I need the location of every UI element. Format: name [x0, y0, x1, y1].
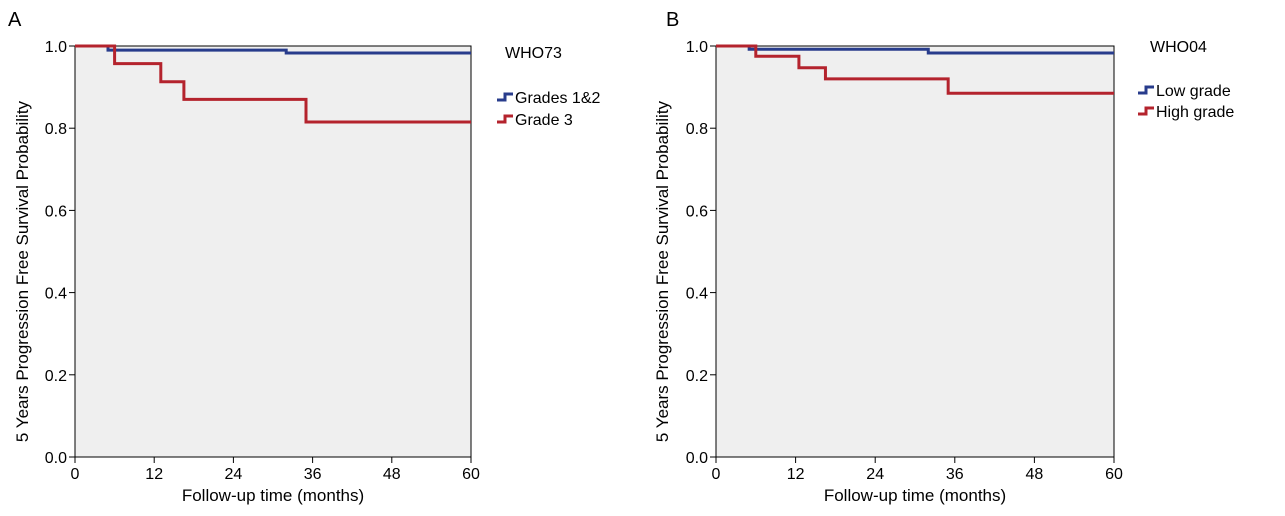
y-tick-label: 0.2	[45, 368, 67, 385]
y-tick-label: 1.0	[45, 39, 67, 56]
panel-label: B	[666, 9, 679, 31]
y-tick-label: 0.8	[45, 121, 67, 138]
x-tick-label: 48	[1026, 466, 1044, 483]
y-tick-label: 0.6	[45, 203, 67, 220]
legend-swatch	[1138, 106, 1154, 116]
panel-label: A	[8, 9, 22, 31]
y-tick-label: 0.6	[686, 203, 708, 220]
x-tick-label: 24	[866, 466, 884, 483]
x-tick-label: 48	[383, 466, 401, 483]
legend-swatch	[497, 92, 513, 102]
x-tick-label: 36	[946, 466, 964, 483]
legend-title: WHO73	[505, 45, 562, 62]
plot-area	[715, 45, 1115, 458]
legend-swatch	[497, 114, 513, 124]
x-tick-label: 60	[1105, 466, 1123, 483]
x-tick-label: 36	[304, 466, 322, 483]
survival-curve-grade-3	[75, 44, 471, 124]
y-tick-label: 0.0	[45, 450, 67, 467]
legend: WHO73 Grades 1&2 Grade 3	[497, 45, 600, 129]
x-tick-label: 60	[462, 466, 480, 483]
survival-curve-high-grade	[716, 44, 1114, 95]
legend-label: High grade	[1156, 104, 1234, 121]
x-tick-label: 0	[712, 466, 721, 483]
legend-title: WHO04	[1150, 39, 1207, 56]
legend-swatch	[1138, 85, 1154, 95]
y-tick-label: 0.4	[686, 286, 708, 303]
legend-label: Grade 3	[515, 112, 573, 129]
x-axis-title: Follow-up time (months)	[824, 486, 1006, 505]
x-tick-label: 0	[71, 466, 80, 483]
y-tick-label: 0.4	[45, 286, 67, 303]
y-axis-title: 5 Years Progression Free Survival Probab…	[13, 100, 32, 442]
chart-panel-b: B 0 12 24 36 48 60 0.0 0.2 0.4 0.6 0.8 1.0 Follow-up …	[653, 9, 1234, 505]
x-tick-label: 12	[787, 466, 805, 483]
y-tick-label: 1.0	[686, 39, 708, 56]
y-tick-label: 0.0	[686, 450, 708, 467]
x-tick-label: 24	[225, 466, 243, 483]
chart-panel-a: A 0 12 24 36 48 60 0.0 0.2 0.4 0.6 0.8 1.0 Follow-up …	[8, 9, 600, 505]
y-tick-label: 0.8	[686, 121, 708, 138]
legend-label: Low grade	[1156, 83, 1231, 100]
x-axis-title: Follow-up time (months)	[182, 486, 364, 505]
legend: WHO04 Low grade High grade	[1138, 39, 1234, 121]
x-tick-label: 12	[145, 466, 163, 483]
y-tick-label: 0.2	[686, 368, 708, 385]
legend-label: Grades 1&2	[515, 90, 600, 107]
plot-area	[74, 45, 472, 458]
y-axis-title: 5 Years Progression Free Survival Probab…	[653, 100, 672, 442]
